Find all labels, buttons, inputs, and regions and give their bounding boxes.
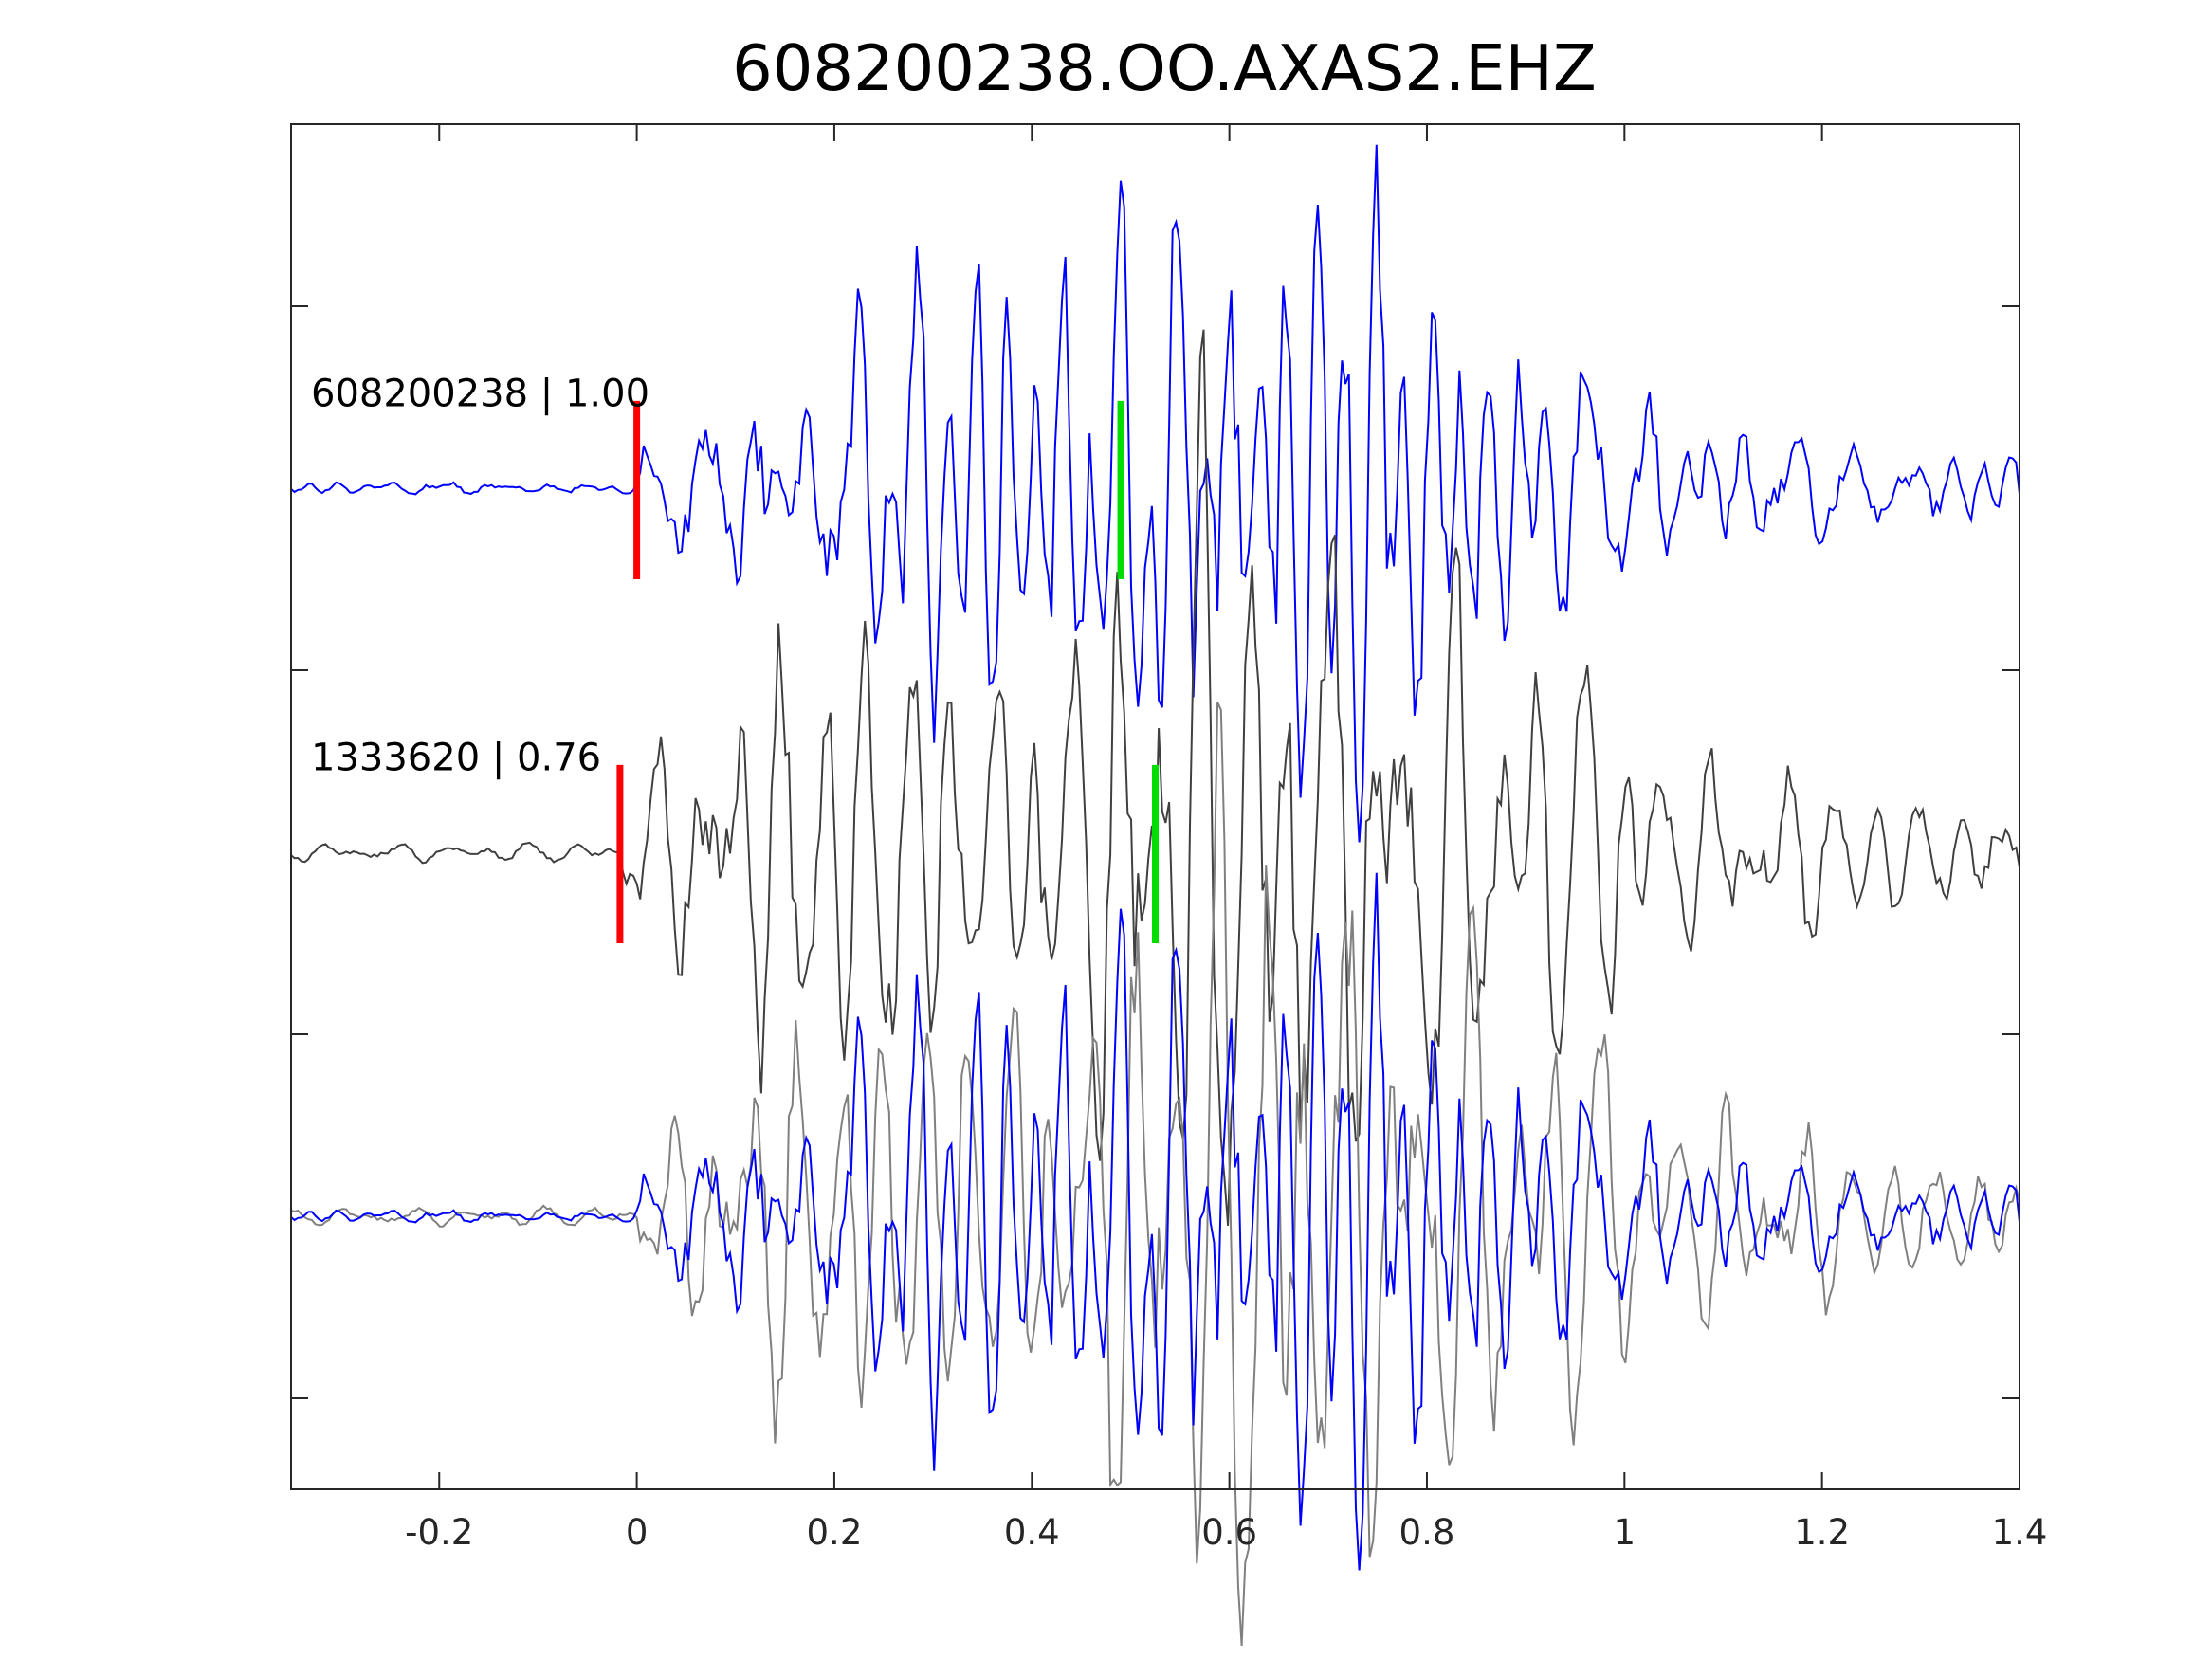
x-tick-label: -0.2: [405, 1512, 473, 1553]
chart-title: 608200238.OO.AXAS2.EHZ: [732, 31, 1597, 105]
x-tick-label: 1.2: [1794, 1512, 1850, 1553]
plot-frame: [290, 123, 2020, 1490]
waveform-line-panel-3-trace-2: [290, 872, 2020, 1571]
y-axis-ticks: [291, 305, 2020, 1399]
traces-layer: [290, 144, 2020, 1646]
picks-layer: [616, 400, 1159, 943]
trace-labels: 608200238 | 1.00 1333620 | 0.76: [311, 373, 649, 780]
trace-label-panel-1: 608200238 | 1.00: [311, 373, 649, 416]
x-axis-ticks: -0.2 0 0.2 0.4 0.6 0.8 1 1.2 1.4: [405, 124, 2047, 1553]
x-tick-label: 0.8: [1399, 1512, 1455, 1553]
x-tick-label: 1: [1614, 1512, 1636, 1553]
x-tick-label: 0.6: [1201, 1512, 1257, 1553]
x-tick-label: 0.2: [807, 1512, 863, 1553]
trace-label-panel-2: 1333620 | 0.76: [311, 737, 601, 780]
x-tick-label: 0.4: [1004, 1512, 1060, 1553]
waveform-line-panel-1-trace-1: [290, 144, 2020, 843]
waveform-line-panel-3-trace-1: [290, 702, 2020, 1646]
x-tick-label: 1.4: [1992, 1512, 2048, 1553]
x-tick-label: 0: [626, 1512, 649, 1553]
